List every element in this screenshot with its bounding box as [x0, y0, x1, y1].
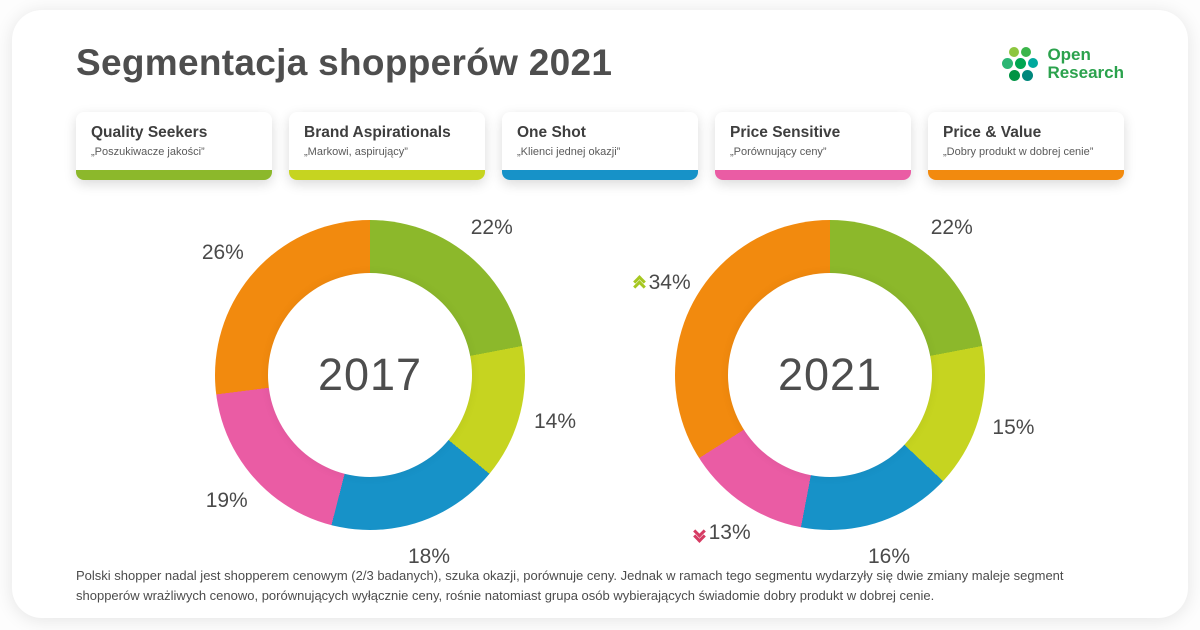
segment-color-bar [502, 170, 698, 180]
donut-chart-2021: 2021 22% 15% 16% 13% 34% [632, 216, 1034, 568]
slice-label: 22% [931, 216, 973, 240]
segment-name: One Shot [517, 124, 586, 141]
segment-name: Price & Value [943, 124, 1042, 141]
logo-dot [1022, 70, 1034, 82]
logo-dot [1015, 58, 1027, 70]
donut-hole: 2017 [268, 273, 472, 477]
segment-card-one-shot: One Shot „Klienci jednej okazji” [502, 112, 698, 180]
donut-hole: 2021 [728, 273, 932, 477]
slice-label: 26% [202, 241, 244, 265]
logo-dots-icon [998, 47, 1039, 82]
segment-name: Quality Seekers [91, 124, 208, 141]
slice-label: 14% [534, 410, 576, 434]
slice-label: 22% [471, 216, 513, 240]
slice-label: 15% [992, 416, 1034, 440]
slice-percent: 14% [533, 410, 576, 434]
logo-dot [1028, 58, 1039, 69]
segment-color-bar [76, 170, 272, 180]
slice-percent: 13% [708, 520, 751, 544]
segment-card-brand-aspirationals: Brand Aspirationals „Markowi, aspirujący… [289, 112, 485, 180]
segment-color-bar [289, 170, 485, 180]
summary-text: Polski shopper nadal jest shopperem ceno… [76, 568, 1064, 603]
slice-percent: 22% [470, 215, 513, 239]
segment-subtitle: „Porównujący ceny” [730, 146, 827, 158]
donut-year-label: 2017 [317, 349, 423, 400]
segment-name: Price Sensitive [730, 124, 841, 141]
segment-color-bar [928, 170, 1124, 180]
page-title: Segmentacja shopperów 2021 [76, 42, 613, 83]
donut-year-label: 2021 [777, 349, 883, 400]
trend-up-icon [632, 275, 646, 293]
slice-label: 34% [632, 270, 691, 295]
slice-label: 13% [692, 520, 751, 545]
logo-dot [1009, 70, 1021, 82]
header: Segmentacja shopperów 2021 Open Research [12, 10, 1188, 84]
infographic-card: Segmentacja shopperów 2021 Open Research… [12, 10, 1188, 618]
segment-subtitle: „Poszukiwacze jakości” [91, 146, 205, 158]
slice-percent: 19% [205, 489, 248, 513]
logo-line1: Open [1047, 45, 1091, 64]
logo-dot [1002, 58, 1014, 70]
slice-percent: 15% [992, 416, 1035, 440]
slice-percent: 16% [868, 544, 911, 568]
slice-percent: 22% [930, 215, 973, 239]
segment-color-bar [715, 170, 911, 180]
open-research-logo: Open Research [998, 45, 1124, 83]
slice-label: 18% [408, 545, 450, 569]
logo-dot [1009, 47, 1020, 58]
logo-line2: Research [1047, 63, 1124, 83]
slice-percent: 34% [648, 270, 691, 294]
donut-charts: 2017 22% 14% 18% 19% 26% 2021 22% 15% 16% 13% 34… [12, 216, 1188, 568]
logo-dot [1021, 47, 1032, 58]
slice-label: 19% [206, 489, 248, 513]
segment-card-quality-seekers: Quality Seekers „Poszukiwacze jakości” [76, 112, 272, 180]
segment-card-price-sensitive: Price Sensitive „Porównujący ceny” [715, 112, 911, 180]
segment-subtitle: „Dobry produkt w dobrej cenie” [943, 146, 1094, 158]
slice-label: 16% [868, 545, 910, 569]
logo-text: Open Research [1047, 45, 1124, 83]
trend-down-icon [692, 525, 706, 543]
segment-card-price-value: Price & Value „Dobry produkt w dobrej ce… [928, 112, 1124, 180]
donut-chart-2017: 2017 22% 14% 18% 19% 26% [202, 216, 576, 568]
segment-legend: Quality Seekers „Poszukiwacze jakości” B… [12, 112, 1188, 180]
segment-subtitle: „Klienci jednej okazji” [517, 146, 621, 158]
segment-subtitle: „Markowi, aspirujący” [304, 146, 408, 158]
slice-percent: 26% [201, 241, 244, 265]
segment-name: Brand Aspirationals [304, 124, 451, 141]
slice-percent: 18% [408, 544, 451, 568]
